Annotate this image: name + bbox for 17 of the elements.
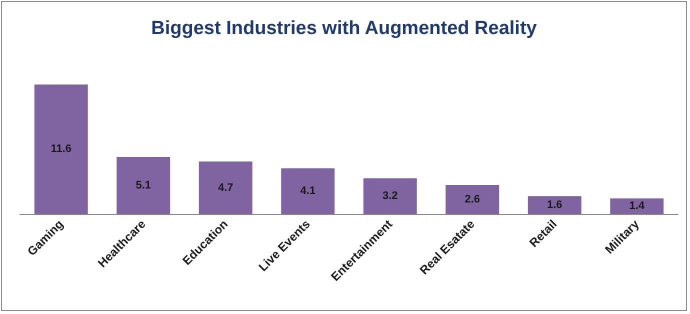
data-label: 4.7 (218, 182, 234, 194)
data-label: 1.4 (629, 200, 646, 212)
chart-title: Biggest Industries with Augmented Reality (151, 18, 538, 39)
bar (281, 168, 335, 214)
data-label: 5.1 (136, 180, 152, 192)
bar (528, 196, 582, 214)
bar (610, 198, 664, 214)
data-label: 11.6 (50, 143, 72, 156)
data-label: 3.2 (382, 190, 398, 202)
data-label: 4.1 (300, 185, 316, 198)
bar (363, 178, 417, 214)
data-label: 2.6 (464, 193, 480, 206)
bar (116, 157, 170, 214)
bar (198, 162, 252, 214)
bar (446, 184, 500, 214)
data-label: 1.6 (546, 199, 562, 212)
bar (34, 84, 88, 214)
